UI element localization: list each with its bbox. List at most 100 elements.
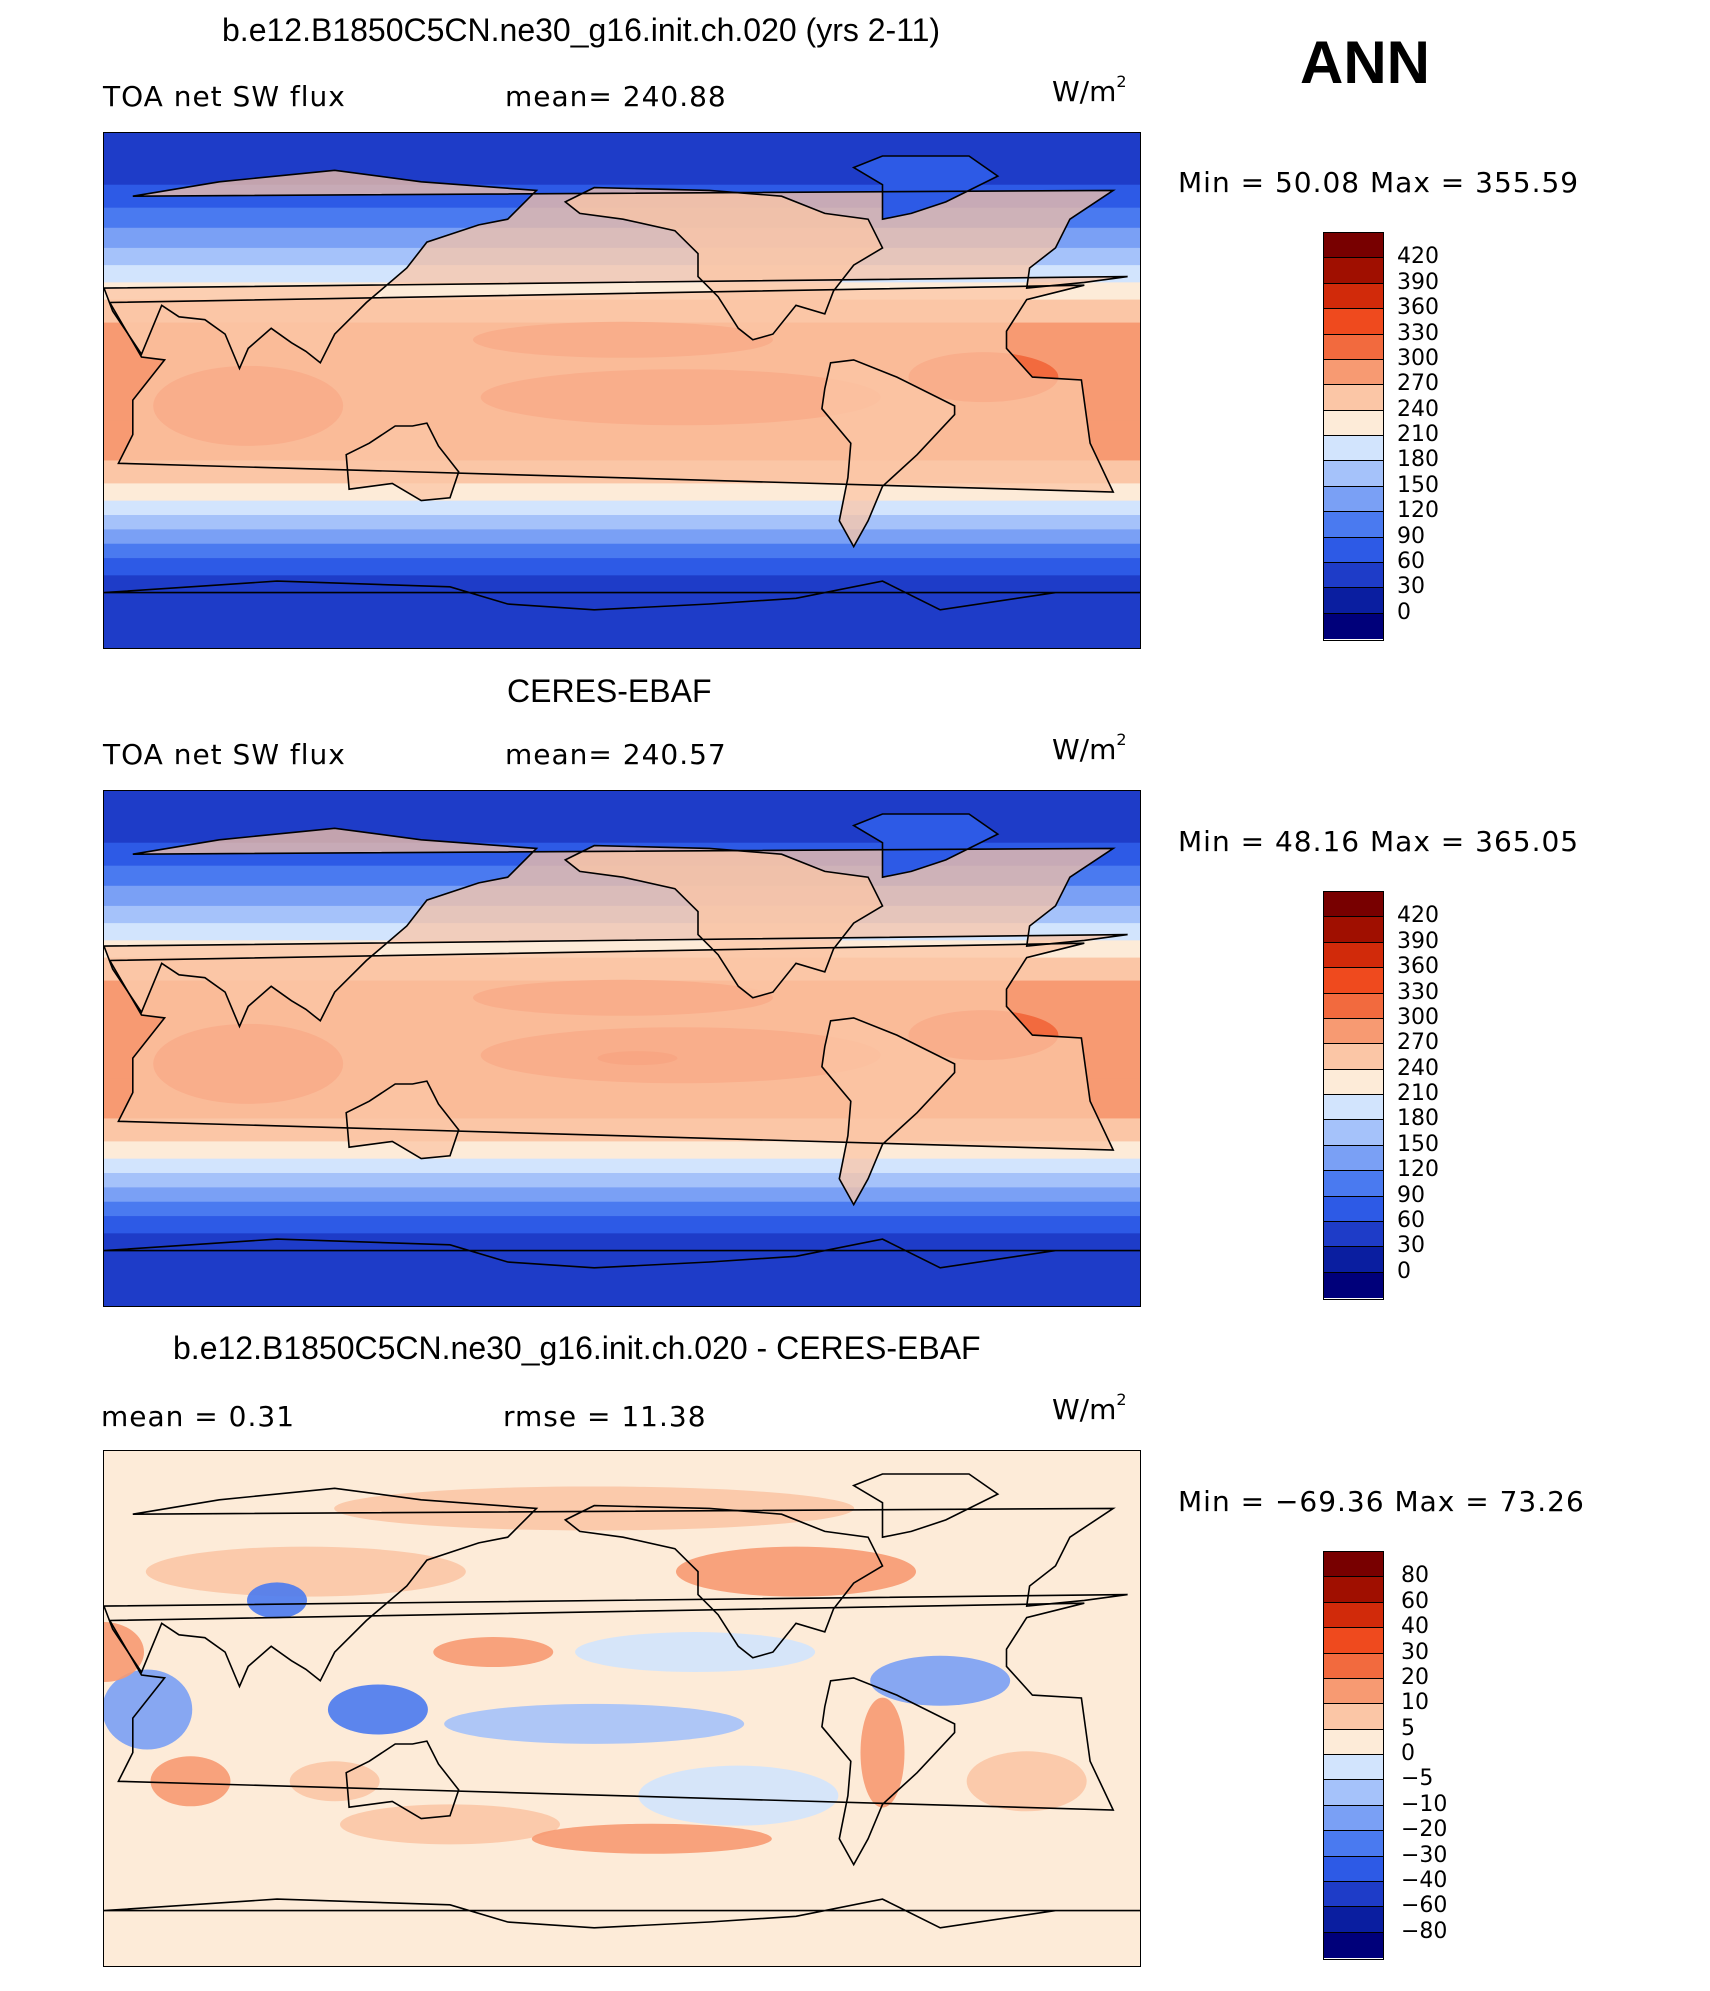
flux-band	[104, 529, 1140, 545]
panel-1-map	[103, 132, 1141, 649]
flux-band	[104, 1216, 1140, 1234]
colorbar-tick-label: 180	[1397, 447, 1439, 473]
land-region	[821, 1017, 955, 1205]
difference-anomaly	[966, 1751, 1087, 1812]
colorbar-tick-label: 150	[1397, 1131, 1439, 1157]
colorbar-tick-label: 300	[1397, 1004, 1439, 1030]
colorbar-tick-label: 390	[1397, 269, 1439, 295]
colorbar-tick-label: 80	[1401, 1563, 1429, 1589]
colorbar-tick-label: 360	[1397, 954, 1439, 980]
colorbar-swatch	[1324, 334, 1383, 360]
land-region	[565, 845, 883, 998]
difference-anomaly	[860, 1697, 905, 1808]
colorbar-swatch	[1324, 461, 1383, 487]
colorbar-tick-label: 30	[1397, 574, 1425, 600]
season-label: ANN	[1300, 29, 1430, 96]
colorbar-tick-label: 0	[1397, 599, 1411, 625]
coastline	[104, 1238, 1140, 1269]
colorbar-swatch	[1324, 1018, 1383, 1045]
colorbar-tick-label: 10	[1401, 1690, 1429, 1716]
coastline	[563, 1504, 884, 1659]
colorbar-tick-label: −30	[1401, 1842, 1448, 1868]
difference-anomaly	[433, 1637, 554, 1668]
colorbar-swatch	[1324, 1069, 1383, 1095]
colorbar-tick-label: 30	[1397, 1233, 1425, 1259]
colorbar-swatch	[1324, 1653, 1383, 1679]
panel-3-colorbar	[1323, 1551, 1384, 1960]
flux-band	[104, 1233, 1140, 1252]
colorbar-tick-label: 120	[1397, 1157, 1439, 1183]
colorbar-tick-label: 5	[1401, 1715, 1415, 1741]
colorbar-tick-label: 420	[1397, 903, 1439, 929]
coastline	[104, 580, 1140, 611]
colorbar-tick-label: 330	[1397, 320, 1439, 346]
colorbar-swatch	[1324, 1729, 1383, 1755]
colorbar-swatch	[1324, 359, 1383, 386]
colorbar-swatch	[1324, 588, 1383, 614]
panel-3-units: W/m2	[1052, 1390, 1127, 1426]
difference-anomaly	[575, 1632, 816, 1673]
panel-2-map	[103, 790, 1141, 1307]
coastline	[104, 827, 1128, 1029]
coastline	[345, 422, 460, 502]
panel-1-minmax: Min = 50.08 Max = 355.59	[1178, 166, 1580, 199]
colorbar-swatch	[1324, 1704, 1383, 1730]
colorbar-swatch	[1324, 1881, 1383, 1908]
colorbar-swatch	[1324, 1120, 1383, 1146]
colorbar-swatch	[1324, 258, 1383, 284]
colorbar-tick-label: −20	[1401, 1817, 1448, 1843]
colorbar-tick-label: 210	[1397, 1081, 1439, 1106]
colorbar-tick-label: 40	[1401, 1614, 1429, 1640]
land-region	[853, 156, 998, 220]
colorbar-tick-label: 60	[1401, 1588, 1429, 1614]
colorbar-tick-label: 420	[1397, 244, 1439, 270]
coastline	[345, 1080, 460, 1160]
flux-band	[104, 515, 1140, 530]
difference-anomaly	[334, 1486, 855, 1531]
land-region	[565, 187, 883, 340]
colorbar-tick-label: 60	[1397, 548, 1425, 574]
difference-anomaly	[327, 1684, 428, 1735]
colorbar-swatch	[1324, 1196, 1383, 1222]
colorbar-tick-label: 270	[1397, 371, 1439, 397]
colorbar-tick-label: −40	[1401, 1867, 1448, 1893]
coastline	[851, 813, 1000, 879]
coastline	[104, 1898, 1140, 1929]
colorbar-swatch	[1324, 968, 1383, 994]
colorbar-swatch	[1324, 993, 1383, 1019]
colorbar-tick-label: 360	[1397, 295, 1439, 321]
colorbar-tick-label: 30	[1401, 1639, 1429, 1665]
colorbar-tick-label: 300	[1397, 345, 1439, 371]
colorbar-tick-label: 270	[1397, 1030, 1439, 1056]
colorbar-tick-label: 120	[1397, 498, 1439, 524]
colorbar-tick-label: 390	[1397, 928, 1439, 954]
coastline	[821, 359, 956, 549]
colorbar-swatch	[1324, 613, 1383, 639]
colorbar-swatch	[1324, 309, 1383, 335]
colorbar-tick-label: 150	[1397, 472, 1439, 498]
colorbar-tick-label: 20	[1401, 1664, 1429, 1690]
panel-3-mean: mean = 0.31	[101, 1400, 296, 1433]
colorbar-swatch	[1324, 942, 1383, 969]
colorbar-tick-label: 0	[1397, 1258, 1411, 1284]
colorbar-tick-label: 330	[1397, 979, 1439, 1005]
colorbar-swatch	[1324, 1095, 1383, 1121]
colorbar-swatch	[1324, 1856, 1383, 1882]
colorbar-swatch	[1324, 917, 1383, 943]
colorbar-tick-label: −5	[1401, 1766, 1434, 1792]
difference-anomaly	[247, 1582, 307, 1619]
colorbar-swatch	[1324, 562, 1383, 589]
colorbar-tick-label: −60	[1401, 1893, 1448, 1919]
panel-2-units: W/m2	[1052, 730, 1127, 766]
land-region	[346, 1081, 459, 1159]
colorbar-swatch	[1324, 1907, 1383, 1933]
coastline	[851, 155, 1000, 221]
colorbar-swatch	[1324, 1044, 1383, 1070]
difference-anomaly	[638, 1765, 839, 1826]
land-region	[104, 828, 1128, 1027]
difference-anomaly	[676, 1546, 916, 1597]
difference-anomaly	[870, 1655, 1011, 1706]
panel-1-units: W/m2	[1052, 72, 1127, 108]
colorbar-tick-label: −80	[1401, 1918, 1448, 1944]
colorbar-swatch	[1324, 436, 1383, 462]
